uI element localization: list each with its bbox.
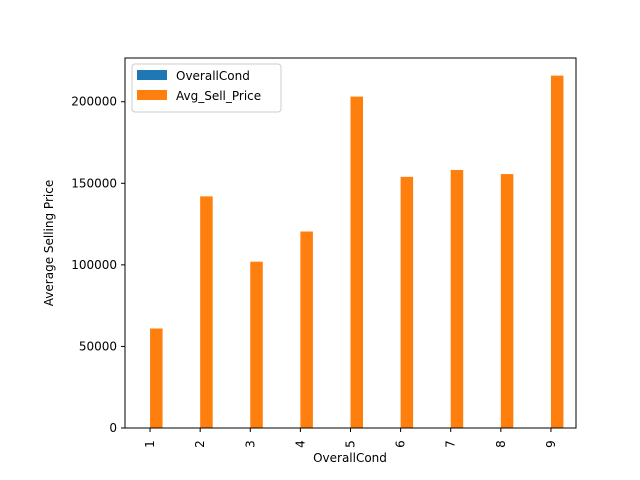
x-tick-label-8: 8 bbox=[494, 440, 508, 448]
y-tick-label-100000: 100000 bbox=[71, 258, 117, 272]
bar-Avg_Sell_Price-6 bbox=[400, 176, 414, 428]
legend-swatch-OverallCond bbox=[137, 70, 167, 80]
y-tick-label-50000: 50000 bbox=[79, 339, 117, 353]
plot-frame bbox=[124, 57, 577, 429]
bar-Avg_Sell_Price-1 bbox=[150, 328, 163, 428]
legend-label-OverallCond: OverallCond bbox=[176, 69, 250, 83]
y-axis-ticks: 0 50000 100000 150000 200000 bbox=[71, 95, 125, 435]
legend: OverallCond Avg_Sell_Price bbox=[131, 63, 282, 113]
y-tick-label-150000: 150000 bbox=[71, 176, 117, 190]
y-tick-label-0: 0 bbox=[109, 421, 117, 435]
x-tick-label-5: 5 bbox=[344, 440, 358, 448]
x-tick-label-9: 9 bbox=[544, 440, 558, 448]
x-tick-label-3: 3 bbox=[243, 440, 257, 448]
x-tick-label-1: 1 bbox=[143, 440, 157, 448]
x-axis-ticks: 1 2 3 4 5 6 7 8 9 bbox=[143, 428, 558, 448]
y-tick-label-200000: 200000 bbox=[71, 95, 117, 109]
x-tick-label-4: 4 bbox=[293, 440, 307, 448]
bar-Avg_Sell_Price-5 bbox=[350, 96, 363, 428]
y-axis-title: Average Selling Price bbox=[42, 180, 56, 306]
x-tick-label-2: 2 bbox=[193, 440, 207, 448]
x-tick-label-7: 7 bbox=[444, 440, 458, 448]
bar-Avg_Sell_Price-7 bbox=[450, 170, 464, 428]
x-axis-title: OverallCond bbox=[313, 451, 387, 465]
legend-label-Avg_Sell_Price: Avg_Sell_Price bbox=[176, 89, 261, 103]
x-tick-label-6: 6 bbox=[394, 440, 408, 448]
bar-Avg_Sell_Price-4 bbox=[300, 231, 313, 428]
bar-Avg_Sell_Price-8 bbox=[500, 174, 514, 428]
bar-Avg_Sell_Price-9 bbox=[550, 75, 564, 429]
legend-box bbox=[131, 63, 282, 113]
legend-swatch-Avg_Sell_Price bbox=[137, 90, 167, 100]
bars-group bbox=[150, 75, 564, 429]
bar-Avg_Sell_Price-3 bbox=[250, 261, 263, 428]
bar-Avg_Sell_Price-2 bbox=[200, 196, 213, 428]
